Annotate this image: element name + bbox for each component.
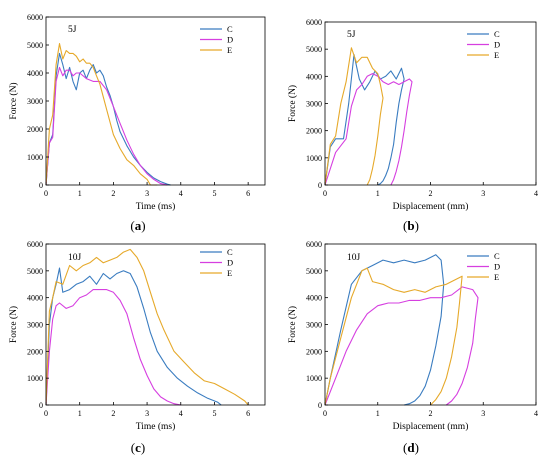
energy-annotation: 10J [347,253,361,263]
caption-d: (d) [403,440,419,455]
series-line-D [45,289,181,406]
y-tick-label: 4000 [306,72,322,81]
y-tick-label: 0 [39,401,43,410]
caption-a: (a) [130,218,146,233]
y-tick-label: 5000 [27,41,43,50]
x-tick-label: 4 [179,189,183,198]
x-axis-label: Displacement (mm) [393,421,469,432]
plot-frame [324,243,537,406]
y-tick-label: 6000 [27,13,43,22]
x-tick-label: 0 [44,409,48,418]
y-axis-label: Force (N) [287,306,298,343]
y-tick-label: 3000 [27,321,43,330]
x-axis-label: Time (ms) [136,421,176,432]
series-line-D [324,73,413,186]
y-tick-label: 6000 [306,240,322,249]
series-line-C [324,54,405,186]
y-tick-label: 5000 [306,267,322,276]
x-tick-label: 6 [246,189,250,198]
y-tick-label: 3000 [306,321,322,330]
caption-c: (c) [130,440,146,455]
x-tick-label: 3 [481,189,485,198]
x-tick-label: 0 [323,189,327,198]
y-tick-label: 0 [39,181,43,190]
y-tick-label: 2000 [27,347,43,356]
series-line-E [45,248,249,406]
y-tick-label: 0 [318,181,322,190]
x-tick-label: 2 [111,409,115,418]
x-tick-label: 3 [145,189,149,198]
energy-annotation: 5J [68,25,77,35]
x-tick-label: 3 [481,409,485,418]
series-line-C [324,254,445,406]
legend-label-D: D [227,258,233,268]
chart-panel-a: 0 1 2 3 4 5 6 0 1000 2000 3000 4000 5000 6000 Time (ms… [8,13,266,212]
series-line-D [45,66,168,186]
series-line-E [324,267,463,406]
caption-b: (b) [403,218,419,233]
x-tick-label: 5 [212,189,216,198]
x-tick-label: 1 [376,189,380,198]
x-tick-label: 1 [78,189,82,198]
x-tick-label: 6 [246,409,250,418]
y-axis-label: Force (N) [8,82,19,119]
y-tick-label: 3000 [306,100,322,109]
x-tick-label: 2 [111,189,115,198]
y-tick-label: 2000 [306,127,322,136]
legend-label-C: C [227,247,233,257]
energy-annotation: 10J [68,253,82,263]
y-tick-label: 2000 [306,347,322,356]
x-tick-label: 4 [179,409,183,418]
y-tick-label: 5000 [27,267,43,276]
y-axis-label: Force (N) [8,306,19,343]
y-tick-label: 3000 [27,97,43,106]
legend-label-E: E [494,272,499,282]
x-tick-label: 1 [78,409,82,418]
y-tick-label: 1000 [306,374,322,383]
y-tick-label: 0 [318,401,322,410]
series-line-D [324,286,479,406]
x-tick-label: 3 [145,409,149,418]
x-tick-label: 0 [323,409,327,418]
x-axis-label: Time (ms) [136,201,176,212]
series-line-C [45,267,222,406]
series-line-E [45,43,158,186]
legend-label-C: C [494,251,500,261]
y-tick-label: 6000 [306,18,322,27]
x-tick-label: 5 [212,409,216,418]
x-axis-label: Displacement (mm) [393,201,469,212]
y-tick-label: 2000 [27,125,43,134]
x-tick-label: 2 [429,189,433,198]
legend-label-D: D [494,262,500,272]
legend-label-C: C [227,24,233,34]
series-line-E [324,47,384,186]
legend-label-D: D [494,40,500,50]
x-tick-label: 0 [44,189,48,198]
y-tick-label: 1000 [306,154,322,163]
legend-label-D: D [227,35,233,45]
chart-panel-b: 0 1 2 3 4 0 1000 2000 3000 4000 5000 6000 Displaceme… [287,18,538,212]
legend-label-E: E [227,268,232,278]
chart-panel-c: 0 1 2 3 4 5 6 0 1000 2000 3000 4000 5000 6000 Time (ms… [8,240,266,432]
y-tick-label: 5000 [306,45,322,54]
legend-label-C: C [494,29,500,39]
plot-frame [324,21,537,186]
y-axis-label: Force (N) [287,85,298,122]
chart-panel-d: 0 1 2 3 4 0 1000 2000 3000 4000 5000 6000 Displaceme… [287,240,538,432]
y-tick-label: 4000 [27,69,43,78]
x-tick-label: 1 [376,409,380,418]
energy-annotation: 5J [347,30,356,40]
y-tick-label: 6000 [27,240,43,249]
y-tick-label: 4000 [306,294,322,303]
x-tick-label: 4 [534,189,538,198]
y-tick-label: 1000 [27,153,43,162]
x-tick-label: 4 [534,409,538,418]
x-tick-label: 2 [429,409,433,418]
legend-label-E: E [494,50,499,60]
legend-label-E: E [227,45,232,55]
y-tick-label: 4000 [27,294,43,303]
y-tick-label: 1000 [27,374,43,383]
